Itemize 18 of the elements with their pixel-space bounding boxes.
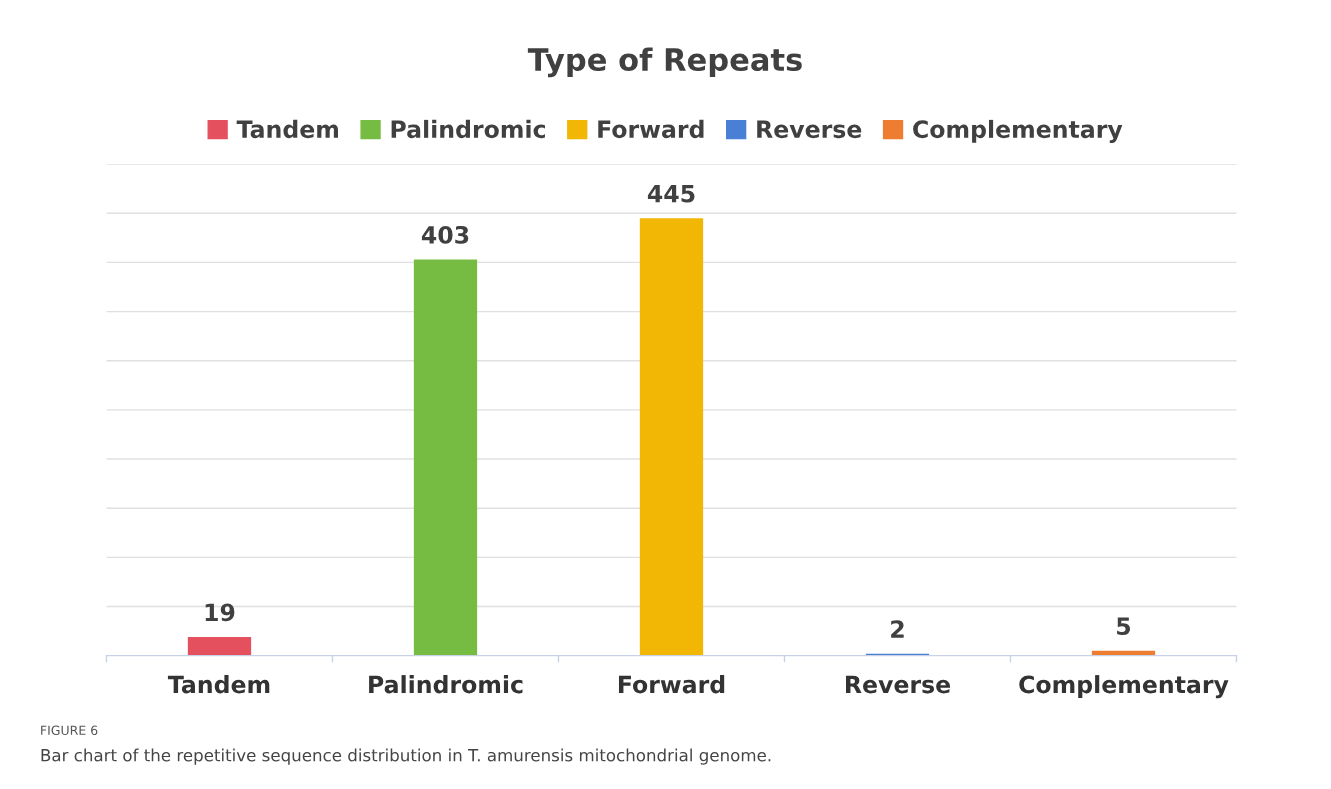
x-tick-label: Palindromic bbox=[369, 675, 523, 694]
data-label: 2 bbox=[891, 620, 904, 638]
legend-label: Forward bbox=[598, 119, 704, 139]
data-label: 445 bbox=[647, 184, 695, 203]
x-tick-label: Tandem bbox=[167, 675, 270, 694]
legend-label: Reverse bbox=[757, 120, 862, 139]
x-tick-label: Complementary bbox=[1019, 675, 1229, 699]
data-label: 19 bbox=[205, 603, 235, 622]
data-label: 5 bbox=[1117, 617, 1131, 636]
legend-label: Complementary bbox=[913, 119, 1123, 143]
x-tick-label: Forward bbox=[618, 675, 725, 694]
data-label: 403 bbox=[421, 225, 469, 244]
chart-title: Type of Repeats bbox=[527, 47, 802, 78]
caption: FIGURE 6 bbox=[41, 725, 98, 736]
legend-label: Tandem bbox=[236, 119, 339, 139]
x-tick-label: Reverse bbox=[846, 675, 951, 694]
text: Bar chart of the repetitive sequence distribution in T. amurensis mitochondrial genome. bbox=[41, 748, 771, 765]
legend-label: Palindromic bbox=[391, 119, 545, 139]
